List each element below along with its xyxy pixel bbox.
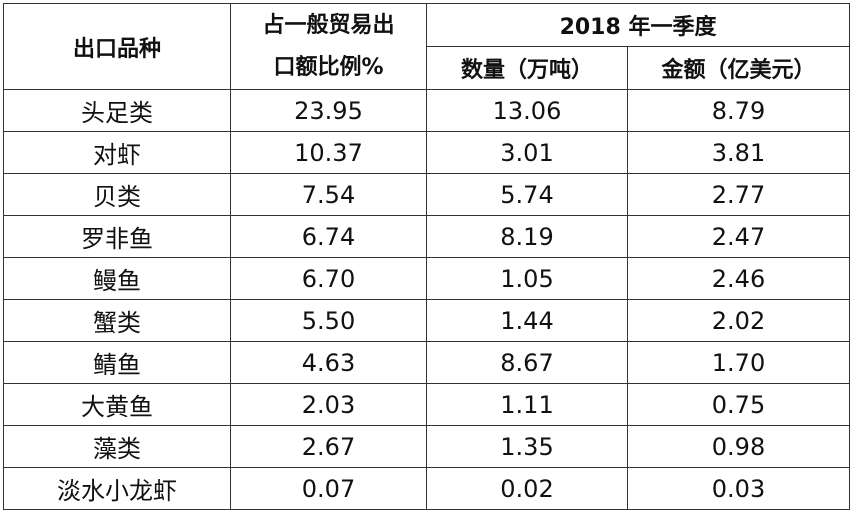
value-cell: 1.44 xyxy=(426,299,628,342)
value-cell: 8.67 xyxy=(426,341,628,384)
value-cell: 10.37 xyxy=(230,131,427,174)
value-cell: 2.77 xyxy=(626,173,851,216)
value-cell: 3.01 xyxy=(426,131,628,174)
value-cell: 3.81 xyxy=(626,131,851,174)
table-row: 淡水小龙虾 0.07 0.02 0.03 xyxy=(3,467,851,510)
value-cell: 1.05 xyxy=(426,257,628,300)
value-cell: 1.35 xyxy=(426,425,628,468)
variety-cell: 淡水小龙虾 xyxy=(3,467,231,510)
variety-cell: 对虾 xyxy=(3,131,231,174)
value-cell: 4.63 xyxy=(230,341,427,384)
header-cell: 2018 年一季度 xyxy=(425,3,851,47)
value-cell: 2.67 xyxy=(230,425,427,468)
value-cell: 2.02 xyxy=(626,299,851,342)
table-row: 鳗鱼 6.70 1.05 2.46 xyxy=(3,257,851,300)
header-row: 数量（万吨） 金额（亿美元） xyxy=(4,46,851,90)
variety-cell: 头足类 xyxy=(3,89,231,132)
table-row: 贝类 7.54 5.74 2.77 xyxy=(3,173,851,216)
variety-cell: 鲭鱼 xyxy=(3,341,231,384)
value-cell: 6.70 xyxy=(230,257,427,300)
value-cell: 0.03 xyxy=(626,467,851,510)
value-cell: 0.75 xyxy=(626,383,851,426)
value-cell: 1.11 xyxy=(426,383,628,426)
variety-cell: 藻类 xyxy=(3,425,231,468)
table-row: 大黄鱼 2.03 1.11 0.75 xyxy=(3,383,851,426)
value-cell: 2.47 xyxy=(626,215,851,258)
table-row: 对虾 10.37 3.01 3.81 xyxy=(3,131,851,174)
value-cell: 0.07 xyxy=(230,467,427,510)
header-cell: 数量（万吨） xyxy=(426,46,628,90)
value-cell: 8.79 xyxy=(626,89,851,132)
value-cell: 2.46 xyxy=(626,257,851,300)
value-cell: 0.98 xyxy=(626,425,851,468)
value-cell: 2.03 xyxy=(230,383,427,426)
variety-cell: 罗非鱼 xyxy=(3,215,231,258)
variety-cell: 贝类 xyxy=(3,173,231,216)
value-cell: 0.02 xyxy=(426,467,628,510)
table-row: 蟹类 5.50 1.44 2.02 xyxy=(3,299,851,342)
table-row: 鲭鱼 4.63 8.67 1.70 xyxy=(3,341,851,384)
variety-cell: 蟹类 xyxy=(3,299,231,342)
header-row: 出口品种 占一般贸易出 口额比例% 2018 年一季度 xyxy=(3,3,851,90)
value-cell: 6.74 xyxy=(230,215,427,258)
value-cell: 1.70 xyxy=(626,341,851,384)
header-line: 口额比例% xyxy=(273,54,384,80)
value-cell: 8.19 xyxy=(426,215,628,258)
value-cell: 13.06 xyxy=(426,89,628,132)
header-cell: 出口品种 xyxy=(3,3,231,90)
value-cell: 7.54 xyxy=(230,173,427,216)
header-cell: 金额（亿美元） xyxy=(626,46,851,90)
table-row: 罗非鱼 6.74 8.19 2.47 xyxy=(3,215,851,258)
table-body: 头足类 23.95 13.06 8.79 对虾 10.37 3.01 3.81 贝类 7.54 5.… xyxy=(3,89,851,510)
table-row: 藻类 2.67 1.35 0.98 xyxy=(3,425,851,468)
value-cell: 5.74 xyxy=(426,173,628,216)
value-cell: 5.50 xyxy=(230,299,427,342)
header-line: 占一般贸易出 xyxy=(262,12,395,38)
variety-cell: 鳗鱼 xyxy=(3,257,231,300)
value-cell: 23.95 xyxy=(230,89,427,132)
variety-cell: 大黄鱼 xyxy=(3,383,231,426)
export-table: 出口品种 占一般贸易出 口额比例% 2018 年一季度 数量（万吨） 金额（亿美… xyxy=(3,3,851,510)
header-cell: 占一般贸易出 口额比例% xyxy=(230,3,427,90)
table-row: 头足类 23.95 13.06 8.79 xyxy=(3,89,851,132)
